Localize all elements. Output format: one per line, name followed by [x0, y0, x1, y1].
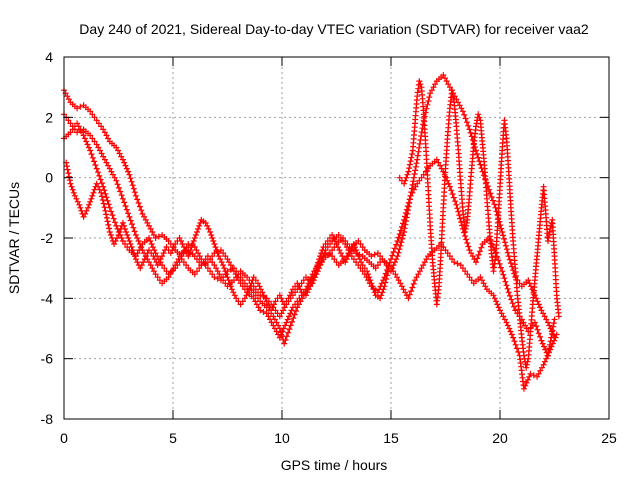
x-tick-label: 20 — [492, 430, 508, 446]
series-track-e — [396, 78, 562, 371]
y-tick-label: -8 — [41, 411, 54, 427]
series-track-b — [61, 72, 558, 341]
y-tick-label: 4 — [45, 49, 53, 65]
axes: 0 5 10 15 20 25 -8 -6 -4 -2 0 2 4 — [41, 49, 617, 446]
x-tick-label: 5 — [169, 430, 177, 446]
x-tick-label: 10 — [274, 430, 290, 446]
y-tick-label: -2 — [41, 230, 54, 246]
y-tick-label: 0 — [45, 170, 53, 186]
y-tick-label: -6 — [41, 351, 54, 367]
marker-trail — [61, 72, 558, 341]
x-tick-label: 0 — [60, 430, 68, 446]
chart-title: Day 240 of 2021, Sidereal Day-to-day VTE… — [79, 21, 589, 37]
series-track-d — [63, 159, 392, 314]
y-tick-label: 2 — [45, 109, 53, 125]
data-marks — [61, 72, 562, 392]
marker-trail — [63, 159, 392, 314]
y-tick-label: -4 — [41, 290, 54, 306]
x-tick-label: 25 — [601, 430, 617, 446]
marker-trail — [396, 78, 562, 371]
x-axis-label: GPS time / hours — [281, 457, 388, 473]
y-axis-label: SDTVAR / TECUs — [6, 182, 22, 294]
x-tick-label: 15 — [383, 430, 399, 446]
